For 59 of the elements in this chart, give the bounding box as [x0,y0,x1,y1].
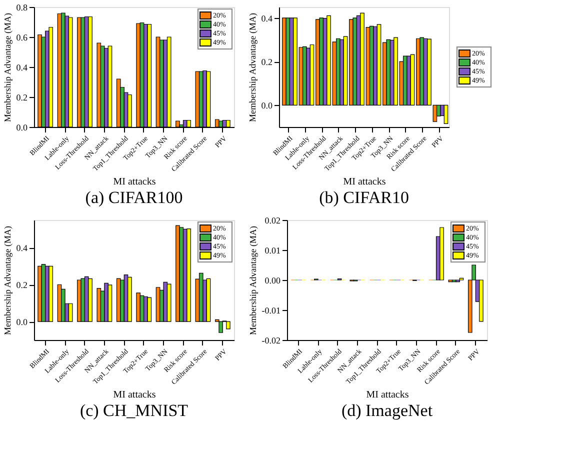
y-tick-label: 0.0 [16,317,28,328]
x-axis-title: MI attacks [343,176,386,188]
y-tick-label: 0.01 [264,246,280,256]
bar [68,303,73,322]
bar [48,266,54,322]
bar [373,26,378,106]
bar [226,321,230,330]
y-tick-label: 0.4 [16,62,28,72]
bar [286,18,290,106]
text: (c) CH_MNIST [80,401,189,420]
y-tick-label: 0.2 [16,280,28,290]
bar [319,18,324,106]
bar [88,278,92,322]
y-axis-title: Membership Advantage (MA) [2,226,12,335]
bar [80,278,86,322]
y-tick-label: 0.4 [261,13,273,24]
bar [136,292,140,322]
bar [306,48,310,106]
bar [108,284,112,322]
bar [444,104,448,124]
bar [166,284,172,322]
bar [104,282,108,322]
bar [38,266,42,322]
y-tick-label: 0.0 [261,100,273,111]
bar [406,56,411,106]
bar [179,227,184,322]
y-tick-label: -0.01 [262,306,280,316]
x-axis-title: MI attacks [366,390,409,401]
y-tick-label: 0.8 [16,2,28,12]
x-axis-title: MI attacks [113,390,156,401]
y-tick-label: 0.2 [16,92,28,102]
x-axis-title: MI attacks [113,176,156,188]
y-axis-title: Membership Advantage (MA) [2,13,12,122]
bar [128,276,132,322]
y-axis-title: Membership Advantage (MA) [247,13,258,122]
bar [479,280,484,322]
bar [352,18,358,106]
y-tick-label: 0.4 [16,243,28,254]
text: (a) CIFAR100 [85,188,183,208]
bar [218,321,223,333]
bar [96,288,102,322]
y-tick-label: 0.6 [16,32,28,42]
bar [340,39,344,106]
text: (b) CIFAR10 [319,188,409,208]
bar [186,228,191,322]
bar [206,278,211,322]
y-tick-label: 0.0 [16,122,28,132]
bar [163,282,168,322]
y-tick-label: -0.02 [262,336,280,346]
y-tick-label: 0.00 [264,276,281,286]
y-axis-title: Membership Advantage (MA) [248,226,258,335]
y-tick-label: 0.2 [261,57,272,68]
bar [420,37,424,106]
text: (d) ImageNet [341,401,433,420]
y-tick-label: 0.02 [264,216,280,226]
bar [147,297,152,322]
bar [61,288,66,322]
bar [386,39,391,106]
bar [440,227,444,280]
